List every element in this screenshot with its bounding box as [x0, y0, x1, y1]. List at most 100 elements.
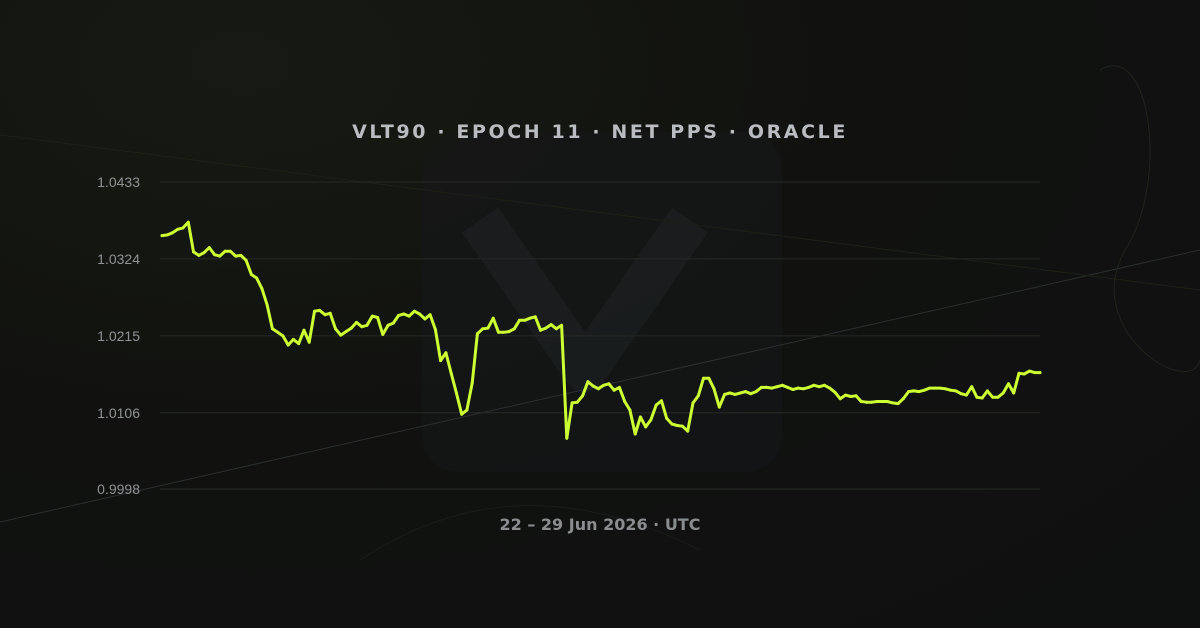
data-point — [880, 400, 884, 403]
data-point — [386, 323, 390, 327]
data-point — [980, 396, 984, 400]
data-point — [633, 432, 637, 436]
data-point — [628, 408, 632, 412]
data-point — [165, 233, 169, 237]
data-point — [1028, 369, 1031, 373]
data-point — [402, 312, 406, 316]
data-point — [822, 383, 826, 387]
data-point — [528, 316, 532, 320]
data-point — [738, 391, 742, 395]
y-tick-label: 1.0106 — [97, 405, 140, 421]
data-point — [475, 332, 479, 336]
data-point — [423, 317, 427, 321]
data-point — [554, 327, 558, 331]
data-point — [449, 371, 453, 375]
data-point — [1033, 371, 1037, 375]
data-point — [638, 415, 642, 419]
data-point — [186, 220, 190, 224]
data-point — [586, 380, 590, 384]
data-point — [691, 401, 695, 405]
data-point — [507, 330, 511, 334]
data-point — [454, 391, 458, 395]
data-point — [334, 327, 337, 331]
data-point — [560, 323, 564, 327]
y-axis-ticks: 1.0433 1.0324 1.0215 1.0106 0.9998 — [97, 174, 140, 497]
data-point — [865, 400, 868, 404]
data-point — [654, 403, 658, 407]
data-point — [596, 387, 600, 391]
data-point — [302, 328, 306, 332]
data-point — [481, 327, 485, 331]
data-point — [313, 309, 316, 313]
data-point — [276, 330, 280, 334]
y-tick-label: 1.0215 — [97, 328, 140, 344]
data-point — [985, 389, 989, 393]
data-point — [770, 386, 774, 390]
data-point — [602, 383, 606, 387]
data-point — [854, 394, 858, 398]
data-point — [949, 388, 953, 392]
data-point — [581, 394, 585, 398]
data-point — [849, 395, 853, 398]
data-point — [291, 337, 295, 341]
data-point — [465, 408, 469, 412]
series-points — [160, 220, 1042, 440]
data-point — [922, 388, 926, 392]
data-point — [1012, 391, 1016, 395]
data-point — [891, 401, 895, 405]
data-point — [460, 412, 464, 416]
data-point — [218, 254, 222, 258]
data-point — [523, 318, 527, 322]
data-point — [1038, 371, 1042, 375]
data-point — [433, 328, 437, 331]
data-point — [533, 315, 537, 319]
data-point — [339, 333, 343, 337]
data-point — [612, 388, 616, 392]
data-point — [591, 384, 595, 388]
data-point — [749, 392, 753, 396]
data-point — [171, 231, 174, 235]
data-point — [912, 389, 916, 393]
data-point — [575, 400, 579, 404]
data-point — [323, 313, 327, 317]
data-point — [228, 249, 232, 253]
data-point — [544, 326, 548, 330]
data-point — [712, 387, 716, 391]
data-point — [381, 332, 385, 336]
data-point — [470, 381, 474, 385]
data-point — [160, 234, 164, 238]
data-point — [644, 425, 648, 429]
data-point — [360, 325, 364, 329]
data-point — [649, 418, 653, 422]
data-point — [376, 316, 380, 319]
data-point — [497, 330, 500, 334]
data-point — [812, 383, 816, 387]
data-point — [901, 397, 905, 401]
data-point — [801, 387, 805, 391]
data-point — [281, 334, 285, 338]
data-point — [491, 316, 495, 320]
data-point — [565, 436, 569, 440]
data-point — [970, 385, 974, 389]
data-point — [759, 385, 763, 389]
data-point — [870, 400, 874, 404]
data-point — [344, 330, 348, 334]
data-point — [249, 273, 253, 276]
data-point — [328, 311, 332, 315]
data-point — [607, 382, 611, 386]
data-point — [260, 287, 264, 291]
data-point — [1007, 382, 1010, 386]
chart-title: VLT90 · EPOCH 11 · NET PPS · ORACLE — [352, 121, 848, 143]
data-point — [907, 390, 911, 394]
data-point — [675, 424, 679, 427]
data-point — [265, 303, 269, 307]
data-point — [270, 327, 274, 331]
data-point — [297, 342, 301, 346]
data-point — [975, 395, 979, 399]
background-decoration — [0, 65, 1200, 561]
data-point — [670, 422, 674, 426]
data-point — [239, 253, 243, 257]
data-point — [828, 386, 832, 390]
data-point — [570, 401, 574, 405]
y-tick-label: 1.0324 — [97, 251, 140, 267]
